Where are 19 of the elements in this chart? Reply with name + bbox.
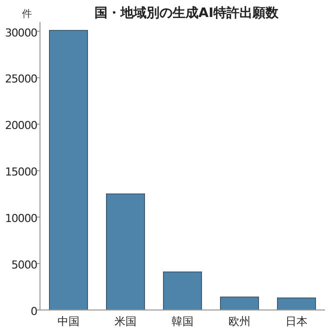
bar: [277, 298, 316, 310]
bar: [163, 272, 202, 310]
x-tick-label: 韓国: [172, 315, 194, 328]
y-tick-label: 5000: [11, 258, 38, 272]
bar: [106, 193, 145, 310]
x-tick-label: 日本: [286, 315, 308, 328]
y-tick-label: 10000: [5, 212, 38, 226]
y-tick-label: 20000: [5, 119, 38, 132]
x-tick-label: 欧州: [228, 315, 250, 328]
y-axis-title: 件: [22, 9, 32, 20]
x-tick-label: 米国: [114, 315, 136, 328]
y-tick-label: 30000: [5, 26, 38, 40]
bar: [220, 296, 259, 310]
chart-title: 国・地域別の生成AI特許出願数: [94, 5, 280, 21]
y-tick-label: 15000: [5, 166, 38, 179]
y-tick-label: 25000: [5, 72, 38, 86]
bar: [49, 30, 88, 310]
y-tick-label: 0: [30, 305, 38, 318]
x-tick-label: 中国: [58, 315, 80, 328]
